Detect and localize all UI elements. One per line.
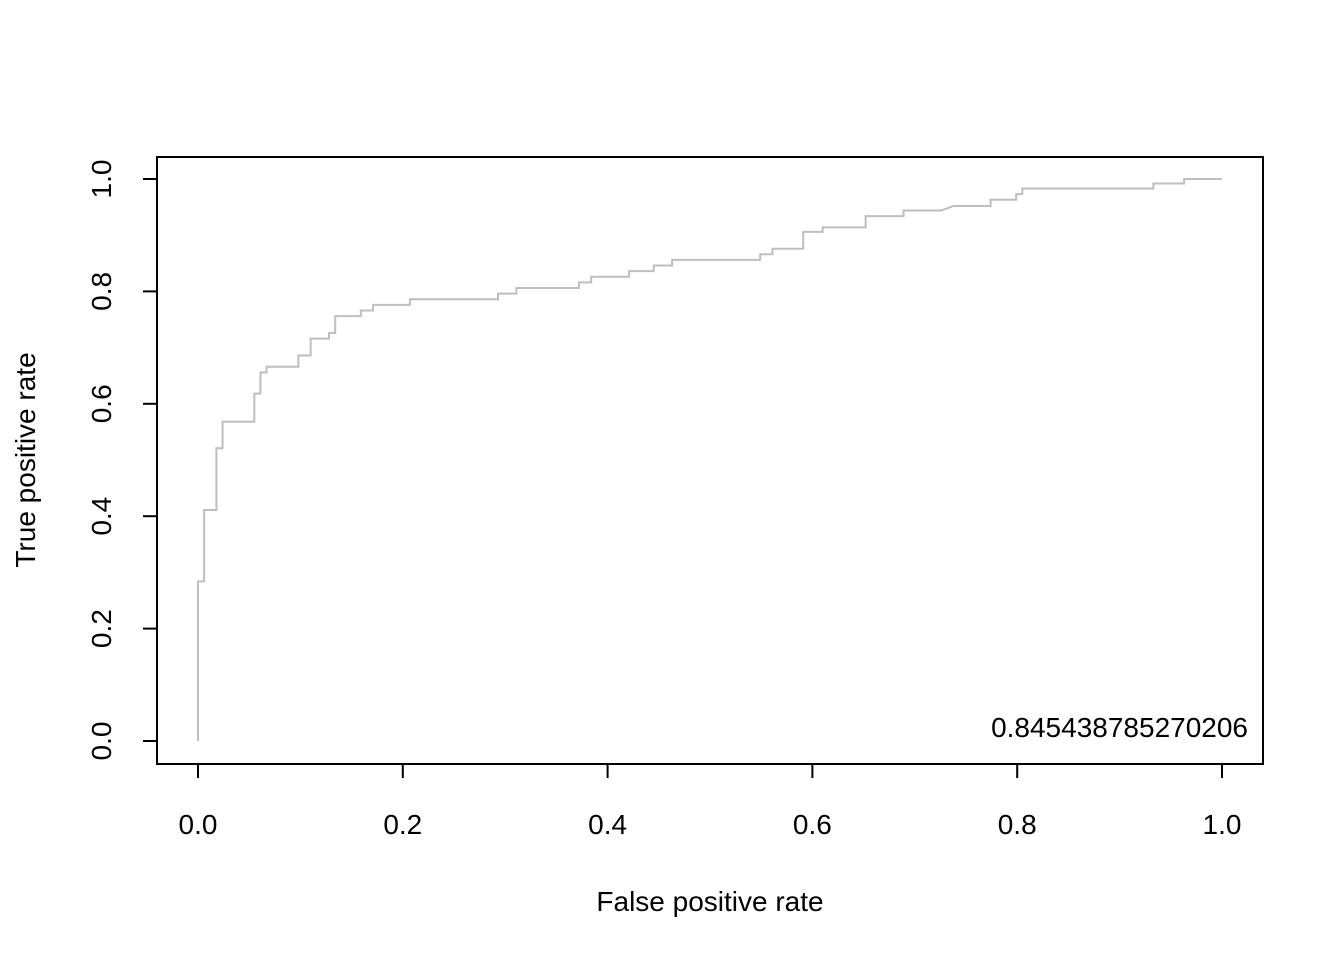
- auc-annotation: 0.845438785270206: [991, 712, 1248, 743]
- y-tick-label: 0.4: [86, 497, 117, 536]
- y-axis: 0.0 0.2 0.4 0.6 0.8 1.0: [86, 160, 158, 761]
- x-tick-label: 0.6: [793, 809, 832, 840]
- y-tick-label: 0.8: [86, 272, 117, 311]
- x-tick-label: 0.2: [383, 809, 422, 840]
- x-axis: 0.0 0.2 0.4 0.6 0.8 1.0: [179, 763, 1242, 840]
- x-axis-title: False positive rate: [596, 886, 823, 917]
- y-tick-label: 0.0: [86, 722, 117, 761]
- x-tick-label: 1.0: [1203, 809, 1242, 840]
- x-tick-label: 0.0: [179, 809, 218, 840]
- x-tick-label: 0.4: [588, 809, 627, 840]
- roc-curve-line: [197, 178, 1222, 741]
- x-tick-label: 0.8: [998, 809, 1037, 840]
- y-axis-title: True positive rate: [10, 352, 41, 567]
- y-tick-label: 0.6: [86, 384, 117, 423]
- y-tick-label: 1.0: [86, 160, 117, 199]
- y-tick-label: 0.2: [86, 609, 117, 648]
- plot-box: [156, 156, 1264, 765]
